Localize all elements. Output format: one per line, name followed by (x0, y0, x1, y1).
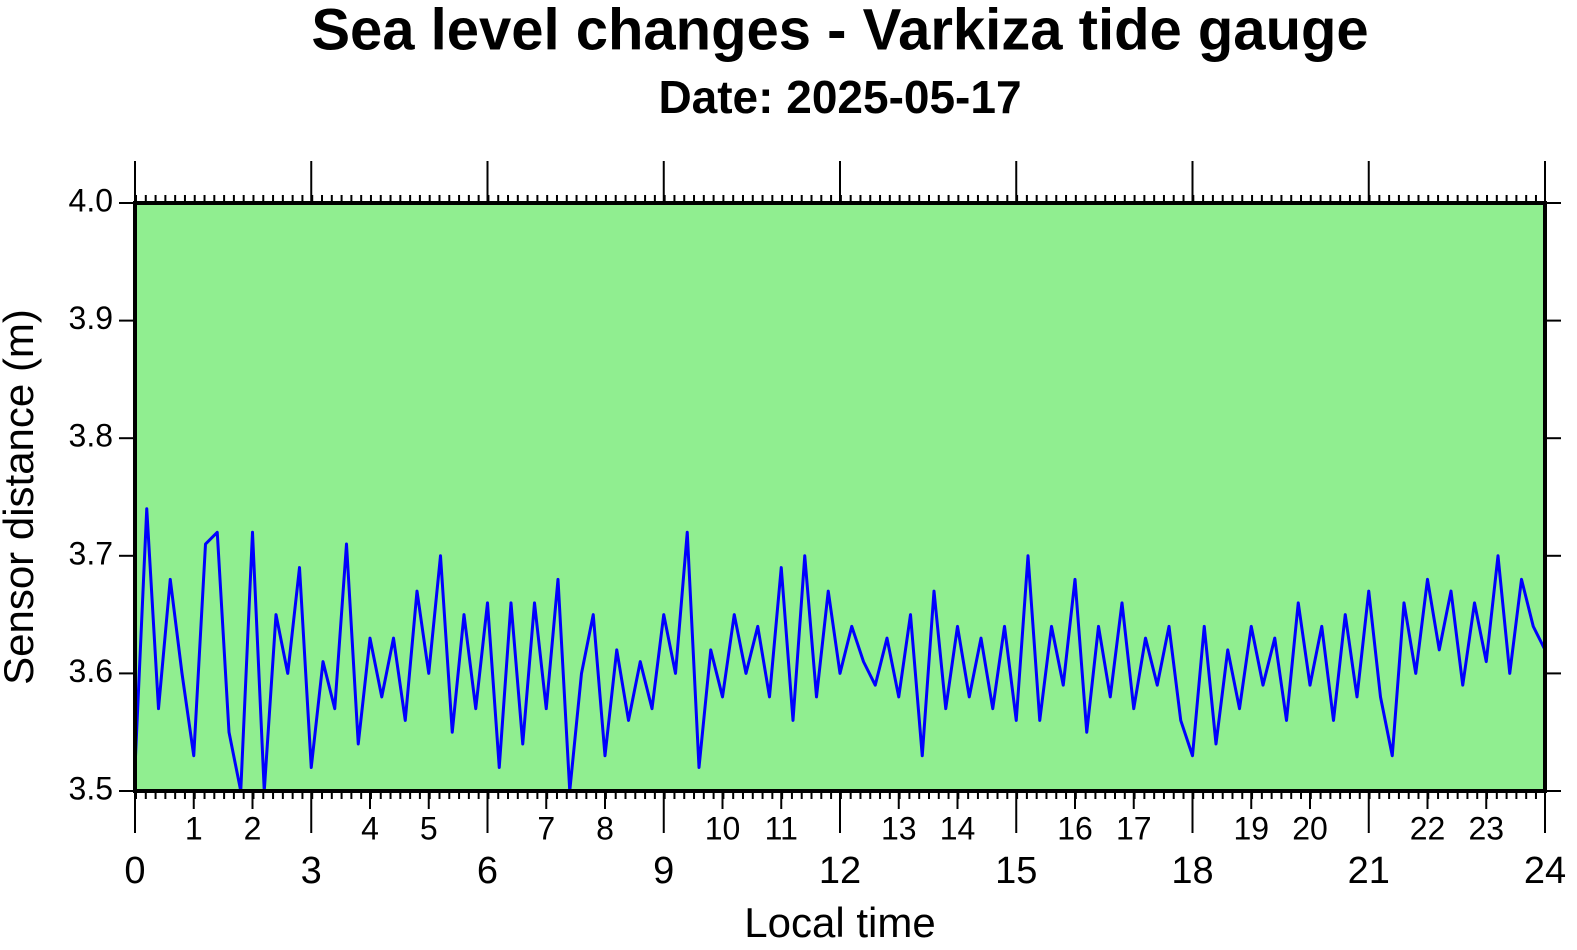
x-tick-label: 3 (301, 850, 322, 892)
x-tick-label: 21 (1348, 850, 1390, 892)
x-tick-label: 9 (653, 850, 674, 892)
x-axis-label: Local time (744, 899, 935, 946)
y-tick-label: 3.5 (69, 770, 113, 806)
x-tick-secondary-label: 5 (420, 810, 438, 846)
x-tick-secondary-label: 11 (765, 810, 798, 846)
chart-subtitle: Date: 2025-05-17 (658, 71, 1021, 123)
plot-frame (133, 201, 1547, 793)
y-tick-label: 3.8 (69, 418, 113, 454)
plot-background (135, 203, 1545, 791)
x-tick-label: 18 (1171, 850, 1213, 892)
x-tick-secondary-label: 22 (1410, 810, 1446, 846)
x-tick-label: 12 (819, 850, 861, 892)
x-tick-label: 6 (477, 850, 498, 892)
x-tick-label: 24 (1524, 850, 1566, 892)
x-tick-secondary-label: 20 (1292, 810, 1328, 846)
x-tick-secondary-label: 23 (1468, 810, 1504, 846)
y-tick-label: 3.6 (69, 653, 113, 689)
x-tick-label: 0 (124, 850, 145, 892)
x-tick-secondary-label: 13 (881, 810, 917, 846)
x-tick-secondary-label: 2 (244, 810, 262, 846)
x-tick-secondary-label: 10 (705, 810, 741, 846)
y-axis-label: Sensor distance (m) (0, 309, 42, 685)
x-tick-secondary-label: 8 (596, 810, 614, 846)
x-tick-secondary-label: 19 (1233, 810, 1269, 846)
x-tick-secondary-label: 16 (1057, 810, 1093, 846)
data-line (133, 507, 1547, 793)
y-tick-label: 3.9 (69, 300, 113, 336)
x-tick-secondary-label: 4 (361, 810, 379, 846)
x-tick-label: 15 (995, 850, 1037, 892)
y-tick-label: 4.0 (69, 182, 113, 218)
x-tick-secondary-label: 14 (940, 810, 976, 846)
x-tick-secondary-label: 1 (185, 810, 203, 846)
y-tick-label: 3.7 (69, 535, 113, 571)
x-tick-secondary-label: 17 (1116, 810, 1152, 846)
chart-title: Sea level changes - Varkiza tide gauge (311, 0, 1368, 62)
x-tick-secondary-label: 7 (537, 810, 555, 846)
